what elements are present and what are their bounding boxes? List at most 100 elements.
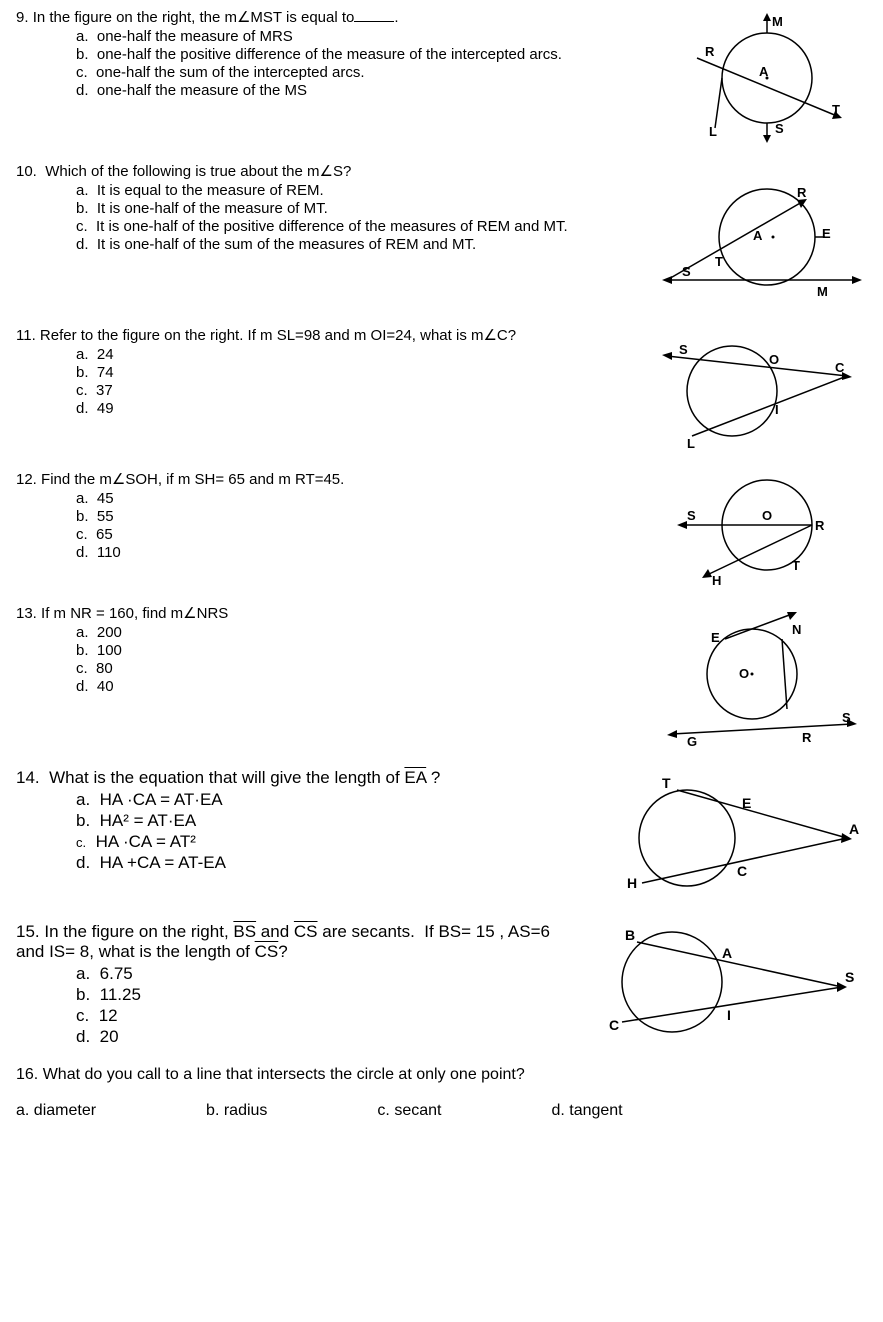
q13-opt-d: d. 40 <box>76 678 647 695</box>
svg-text:I: I <box>775 402 779 417</box>
question-9: 9. In the figure on the right, the m∠MST… <box>16 8 867 148</box>
q14-opt-a: a. HA ·CA = AT·EA <box>76 790 597 810</box>
svg-text:O: O <box>769 352 779 367</box>
q12-figure: S O R H T <box>667 470 867 590</box>
svg-text:B: B <box>625 927 635 943</box>
svg-text:R: R <box>802 730 812 745</box>
q13-opt-a: a. 200 <box>76 624 647 641</box>
q14-opt-c: c. HA ·CA = AT² <box>76 832 597 852</box>
svg-text:R: R <box>797 185 807 200</box>
q10-opt-c: c. It is one-half of the positive differ… <box>76 218 637 235</box>
svg-text:S: S <box>682 264 691 279</box>
q10-opt-d: d. It is one-half of the sum of the meas… <box>76 236 637 253</box>
svg-text:L: L <box>687 436 695 451</box>
question-16: 16. What do you call to a line that inte… <box>16 1066 867 1120</box>
q10-opt-b: b. It is one-half of the measure of MT. <box>76 200 637 217</box>
svg-text:E: E <box>711 630 720 645</box>
svg-text:M: M <box>817 284 828 299</box>
q9-figure: A M R T S L <box>667 8 867 148</box>
q11-opt-a: a. 24 <box>76 346 637 363</box>
svg-text:S: S <box>842 710 851 725</box>
svg-text:I: I <box>727 1007 731 1023</box>
svg-text:C: C <box>835 360 845 375</box>
svg-text:O: O <box>739 666 749 681</box>
svg-text:C: C <box>737 863 747 879</box>
q16-opt-a: a. diameter <box>16 1102 96 1120</box>
q16-opt-d: d. tangent <box>551 1102 622 1120</box>
svg-text:N: N <box>792 622 801 637</box>
q12-number: 12. <box>16 471 37 488</box>
q9-opt-b: b. one-half the positive difference of t… <box>76 46 657 63</box>
blank-line <box>354 21 394 22</box>
question-14: 14. What is the equation that will give … <box>16 768 867 908</box>
q9-opt-d: d. one-half the measure of the MS <box>76 82 657 99</box>
question-12: 12. Find the m∠SOH, if m SH= 65 and m RT… <box>16 470 867 590</box>
svg-text:H: H <box>627 875 637 891</box>
q14-stem: What is the equation that will give the … <box>49 768 440 787</box>
q11-opt-d: d. 49 <box>76 400 637 417</box>
svg-text:E: E <box>822 226 831 241</box>
svg-text:A: A <box>722 945 732 961</box>
svg-text:T: T <box>832 102 840 117</box>
q16-opt-c: c. secant <box>377 1102 441 1120</box>
svg-text:T: T <box>662 775 671 791</box>
q11-opt-b: b. 74 <box>76 364 637 381</box>
svg-text:S: S <box>679 342 688 357</box>
q11-opt-c: c. 37 <box>76 382 637 399</box>
svg-text:S: S <box>775 121 784 136</box>
q16-opt-b: b. radius <box>206 1102 267 1120</box>
question-10: 10. Which of the following is true about… <box>16 162 867 312</box>
q15-stem: In the figure on the right, BS and CS ar… <box>16 922 550 961</box>
svg-text:E: E <box>742 795 751 811</box>
q16-stem: What do you call to a line that intersec… <box>43 1066 525 1083</box>
q13-figure: O E N G R S <box>657 604 867 754</box>
question-13: 13. If m NR = 160, find m∠NRS a. 200 b. … <box>16 604 867 754</box>
q14-figure: T E A H C <box>607 768 867 908</box>
q12-opt-a: a. 45 <box>76 490 657 507</box>
q15-opt-d: d. 20 <box>76 1027 577 1047</box>
q10-opt-a: a. It is equal to the measure of REM. <box>76 182 637 199</box>
question-15: 15. In the figure on the right, BS and C… <box>16 922 867 1052</box>
svg-text:R: R <box>705 44 715 59</box>
q10-figure: A R S M E T <box>647 162 867 312</box>
q13-opt-b: b. 100 <box>76 642 647 659</box>
q9-number: 9. <box>16 9 29 26</box>
q15-opt-c: c. 12 <box>76 1006 577 1026</box>
q12-opt-c: c. 65 <box>76 526 657 543</box>
q14-opt-d: d. HA +CA = AT-EA <box>76 853 597 873</box>
svg-text:O: O <box>762 508 772 523</box>
svg-text:R: R <box>815 518 825 533</box>
q15-figure: B A S C I <box>587 922 867 1052</box>
svg-text:T: T <box>715 254 723 269</box>
q12-stem: Find the m∠SOH, if m SH= 65 and m RT=45. <box>41 471 344 488</box>
q15-number: 15. <box>16 922 40 941</box>
svg-text:L: L <box>709 124 717 139</box>
q11-stem: Refer to the figure on the right. If m S… <box>40 327 516 344</box>
svg-text:G: G <box>687 734 697 749</box>
q15-opt-b: b. 11.25 <box>76 985 577 1005</box>
svg-text:S: S <box>687 508 696 523</box>
svg-text:T: T <box>792 558 800 573</box>
q11-figure: S O C I L <box>647 326 867 456</box>
q14-number: 14. <box>16 768 40 787</box>
q15-opt-a: a. 6.75 <box>76 964 577 984</box>
svg-text:M: M <box>772 14 783 29</box>
question-11: 11. Refer to the figure on the right. If… <box>16 326 867 456</box>
svg-text:A: A <box>849 821 859 837</box>
q12-opt-d: d. 110 <box>76 544 657 561</box>
q12-opt-b: b. 55 <box>76 508 657 525</box>
q13-number: 13. <box>16 605 37 622</box>
q9-opt-a: a. one-half the measure of MRS <box>76 28 657 45</box>
svg-text:S: S <box>845 969 854 985</box>
svg-text:H: H <box>712 573 721 588</box>
svg-text:A: A <box>759 64 769 79</box>
q9-stem: In the figure on the right, the m∠MST is… <box>33 9 355 26</box>
svg-text:C: C <box>609 1017 619 1033</box>
q10-stem: Which of the following is true about the… <box>45 163 351 180</box>
q14-opt-b: b. HA² = AT·EA <box>76 811 597 831</box>
q10-number: 10. <box>16 163 37 180</box>
q9-opt-c: c. one-half the sum of the intercepted a… <box>76 64 657 81</box>
q11-number: 11. <box>16 327 36 344</box>
q13-opt-c: c. 80 <box>76 660 647 677</box>
q13-stem: If m NR = 160, find m∠NRS <box>41 605 228 622</box>
